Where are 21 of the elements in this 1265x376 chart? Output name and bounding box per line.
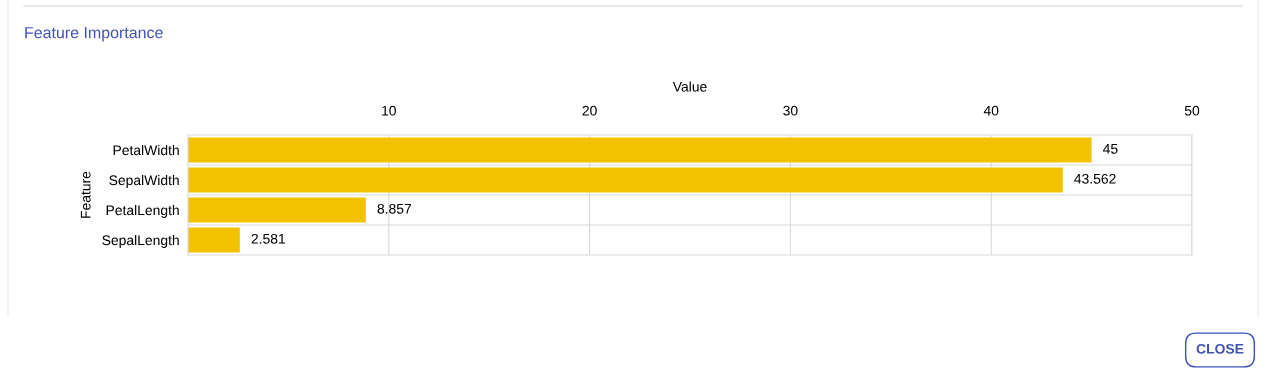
y-tick-label: SepalLength <box>102 234 179 248</box>
bar <box>188 227 240 253</box>
x-tick-label: 50 <box>1184 105 1200 116</box>
data-label: 45 <box>1103 144 1118 154</box>
text: CLOSE <box>1196 343 1244 354</box>
y-tick-label: SepalWidth <box>109 174 179 188</box>
y-tick-label: PetalLength <box>106 204 179 218</box>
data-label: 43.562 <box>1074 173 1116 184</box>
data-label: 8.857 <box>377 203 412 214</box>
x-tick-label: 30 <box>783 105 798 116</box>
y-tick-label: PetalWidth <box>113 144 179 156</box>
data-label: 2.581 <box>251 233 286 244</box>
bar <box>188 167 1063 193</box>
x-tick-label: 40 <box>983 105 999 116</box>
x-axis-title: Value <box>672 81 707 92</box>
chart-title: Feature Importance <box>25 27 163 42</box>
bar <box>188 197 366 223</box>
y-axis-title: Feature <box>80 171 91 218</box>
bar <box>188 137 1092 163</box>
x-tick-label: 10 <box>382 105 396 116</box>
x-tick-label: 20 <box>582 105 597 116</box>
